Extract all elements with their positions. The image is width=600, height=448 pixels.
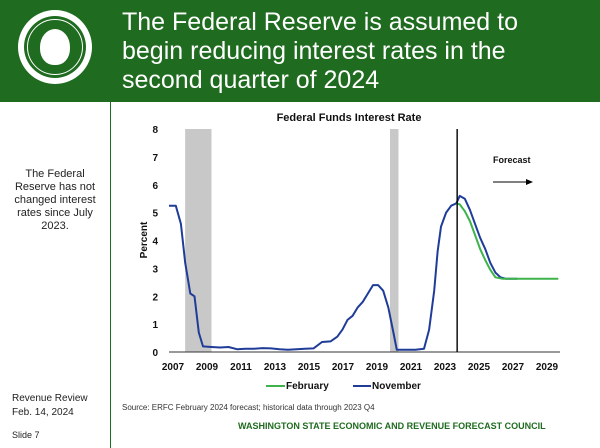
y-tick-label: 1	[152, 320, 158, 331]
y-tick-label: 6	[152, 181, 158, 192]
slide-number: Slide 7	[12, 430, 40, 440]
x-tick-label: 2009	[196, 362, 219, 373]
x-tick-label: 2023	[434, 362, 457, 373]
seal-inner	[24, 16, 86, 78]
recession-bands	[185, 129, 399, 352]
seal-ring	[27, 19, 83, 75]
x-tick-label: 2017	[332, 362, 355, 373]
chart-title: Federal Funds Interest Rate	[277, 112, 422, 124]
x-tick-label: 2015	[298, 362, 321, 373]
recession-band-1	[390, 129, 399, 352]
x-tick-label: 2029	[536, 362, 559, 373]
forecast-arrow-icon	[493, 179, 533, 185]
series-line-february	[456, 202, 559, 280]
legend-november-label: November	[372, 381, 421, 392]
legend-february-label: February	[286, 381, 329, 392]
review-date: Feb. 14, 2024	[12, 407, 74, 418]
washington-state-seal-icon	[18, 10, 92, 84]
seal-portrait	[40, 29, 70, 65]
y-tick-label: 4	[152, 237, 158, 248]
y-axis-label: Percent	[139, 221, 150, 258]
y-tick-label: 8	[152, 125, 158, 136]
slide-header: The Federal Reserve is assumed to begin …	[0, 0, 600, 100]
x-tick-label: 2013	[264, 362, 287, 373]
x-tick-label: 2025	[468, 362, 491, 373]
council-name: WASHINGTON STATE ECONOMIC AND REVENUE FO…	[238, 421, 546, 431]
y-tick-label: 0	[152, 348, 158, 359]
y-tick-label: 5	[152, 209, 158, 220]
x-tick-label: 2011	[230, 362, 252, 373]
chart-axes: 0 1 2 3 4 5 6 7 8 2007 2009 2011 2013 2015 2017 2019 202…	[152, 125, 560, 373]
x-tick-label: 2021	[400, 362, 423, 373]
forecast-label: Forecast	[493, 155, 531, 165]
x-tick-label: 2007	[162, 362, 185, 373]
sidebar-note: The Federal Reserve has not changed inte…	[14, 168, 96, 232]
chart-series	[169, 194, 559, 351]
x-tick-label: 2027	[502, 362, 525, 373]
recession-band-0	[185, 129, 212, 352]
sidebar-divider	[110, 0, 111, 448]
chart-legend: February November	[266, 381, 421, 392]
slide-title: The Federal Reserve is assumed to begin …	[122, 8, 519, 94]
review-info: Revenue Review Feb. 14, 2024	[12, 392, 108, 420]
y-tick-label: 3	[152, 264, 158, 275]
y-tick-label: 2	[152, 292, 158, 303]
y-tick-label: 7	[152, 153, 158, 164]
header-divider	[0, 100, 600, 102]
review-name: Revenue Review	[12, 393, 88, 404]
series-line-november	[169, 194, 518, 351]
x-tick-label: 2019	[366, 362, 389, 373]
source-note: Source: ERFC February 2024 forecast; his…	[122, 403, 375, 412]
